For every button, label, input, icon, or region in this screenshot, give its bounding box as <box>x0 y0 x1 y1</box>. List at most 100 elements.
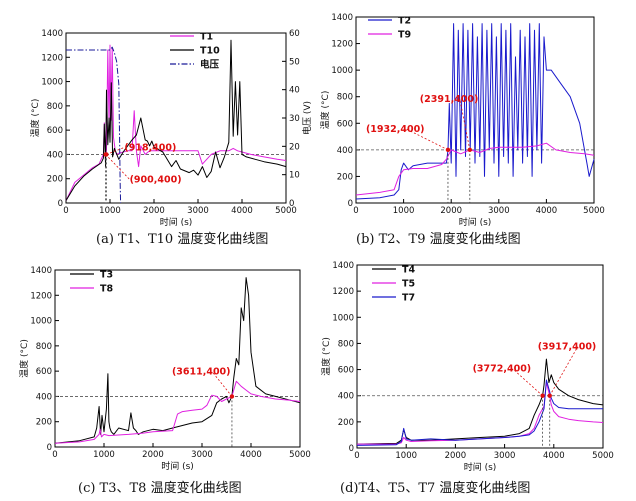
y-tick-label: 1200 <box>332 287 354 297</box>
x-tick-label: 0 <box>353 206 358 216</box>
x-tick-label: 2000 <box>142 450 164 460</box>
legend-label: T8 <box>100 284 113 295</box>
annotation-leader <box>459 98 471 150</box>
x-axis-label: 时间 (s) <box>464 461 497 473</box>
y2-tick-label: 30 <box>289 114 300 124</box>
x-tick-label: 5000 <box>275 206 297 216</box>
x-tick-label: 3000 <box>488 206 510 216</box>
series-line-2 <box>357 382 604 445</box>
y-tick-label: 400 <box>337 146 353 156</box>
x-axis-label: 时间 (s) <box>160 216 193 228</box>
legend-label: T9 <box>398 30 411 41</box>
chart-panel-4: 0 1000 2000 3000 4000 5000 0 200 400 600 800 1000 12… <box>320 261 614 496</box>
y-tick-label: 600 <box>338 366 354 376</box>
x-tick-label: 3000 <box>494 451 516 461</box>
y-tick-label: 400 <box>47 150 63 160</box>
legend-label: 电压 <box>200 59 220 71</box>
chart-panel-3: 0 1000 2000 3000 4000 5000 0 200 400 600 800 1000 12… <box>18 266 311 496</box>
y-tick-label: 0 <box>349 444 354 454</box>
y-tick-label: 1400 <box>332 261 354 271</box>
y2-tick-label: 50 <box>289 57 300 67</box>
x-tick-label: 4000 <box>231 206 253 216</box>
series-line-3 <box>66 46 122 204</box>
y-tick-label: 0 <box>58 199 63 209</box>
x-tick-label: 4000 <box>536 206 558 216</box>
y-axis-label: 温度 (°C) <box>320 337 332 376</box>
annotation-label: (1932,400) <box>366 124 425 135</box>
chart-panel-2: 0 1000 2000 3000 4000 5000 0 200 400 600 800 1000 12… <box>319 13 605 247</box>
chart-caption: (b) T2、T9 温度变化曲线图 <box>356 231 521 247</box>
y-axis-label: 温度 (°C) <box>29 99 41 138</box>
chart-caption: (d)T4、T5、T7 温度变化曲线图 <box>340 480 530 496</box>
chart-panel-1: 0 1000 2000 3000 4000 50000200400600800100012… <box>29 29 313 247</box>
y-axis-label: 温度 (°C) <box>319 91 331 130</box>
annotation-label: (3611,400) <box>172 366 231 377</box>
annotation-label: (918,400) <box>124 142 176 153</box>
legend-label: T1 <box>200 32 213 43</box>
y2-tick-label: 60 <box>289 29 300 39</box>
y-tick-label: 200 <box>337 172 353 182</box>
series-line-1 <box>54 277 301 444</box>
y-tick-label: 600 <box>337 119 353 129</box>
x-tick-label: 1000 <box>395 451 417 461</box>
y-tick-label: 1400 <box>30 266 52 276</box>
annotation-leader <box>549 346 579 396</box>
y-tick-label: 1000 <box>331 66 353 76</box>
y2-axis-label: 电压 (V) <box>301 101 313 135</box>
x-tick-label: 5000 <box>592 451 614 461</box>
y-tick-label: 600 <box>47 126 63 136</box>
y-tick-label: 1400 <box>41 29 63 39</box>
annotation-leader <box>211 371 233 397</box>
y-tick-label: 800 <box>338 339 354 349</box>
plot-frame <box>356 264 604 449</box>
y2-tick-label: 10 <box>289 171 300 181</box>
y-tick-label: 1000 <box>30 317 52 327</box>
y-axis-label: 温度 (°C) <box>18 339 30 378</box>
y-tick-label: 200 <box>47 175 63 185</box>
annotation-label: (2391,400) <box>420 94 479 105</box>
legend-label: T2 <box>398 16 411 27</box>
series-line-1 <box>355 23 595 200</box>
x-tick-label: 5000 <box>583 206 605 216</box>
x-tick-label: 3000 <box>187 206 209 216</box>
y2-tick-label: 0 <box>289 199 294 209</box>
y-tick-label: 800 <box>337 93 353 103</box>
series-line-2 <box>54 380 301 444</box>
y-tick-label: 0 <box>47 443 52 453</box>
x-tick-label: 2000 <box>445 451 467 461</box>
y-tick-label: 1400 <box>331 13 353 23</box>
x-tick-label: 2000 <box>440 206 462 216</box>
y-tick-label: 400 <box>338 392 354 402</box>
x-tick-label: 1000 <box>393 206 415 216</box>
plot-frame <box>54 269 301 448</box>
x-tick-label: 0 <box>354 451 359 461</box>
x-tick-label: 3000 <box>191 450 213 460</box>
x-tick-label: 0 <box>63 206 68 216</box>
y-tick-label: 1200 <box>331 40 353 50</box>
series-line-2 <box>65 39 287 201</box>
annotation-label: (3772,400) <box>473 364 532 375</box>
x-tick-label: 4000 <box>240 450 262 460</box>
y-tick-label: 600 <box>36 367 52 377</box>
annotation-leader <box>106 147 125 155</box>
x-tick-label: 1000 <box>99 206 121 216</box>
y-tick-label: 0 <box>348 199 353 209</box>
x-tick-label: 4000 <box>543 451 565 461</box>
y-tick-label: 1000 <box>41 78 63 88</box>
y-tick-label: 200 <box>338 418 354 428</box>
y-tick-label: 800 <box>47 102 63 112</box>
x-tick-label: 1000 <box>93 450 115 460</box>
y-tick-label: 1200 <box>30 291 52 301</box>
legend-label: T4 <box>402 265 415 276</box>
y-tick-label: 400 <box>36 392 52 402</box>
x-axis-label: 时间 (s) <box>459 216 492 228</box>
chart-caption: (c) T3、T8 温度变化曲线图 <box>78 480 242 496</box>
plot-frame <box>355 16 595 204</box>
legend-label: T10 <box>200 46 220 57</box>
x-axis-label: 时间 (s) <box>161 460 194 472</box>
annotation-leader <box>512 368 543 397</box>
chart-caption: (a) T1、T10 温度变化曲线图 <box>96 231 268 247</box>
x-tick-label: 0 <box>52 450 57 460</box>
annotation-label: (3917,400) <box>538 342 597 353</box>
x-tick-label: 5000 <box>289 450 311 460</box>
